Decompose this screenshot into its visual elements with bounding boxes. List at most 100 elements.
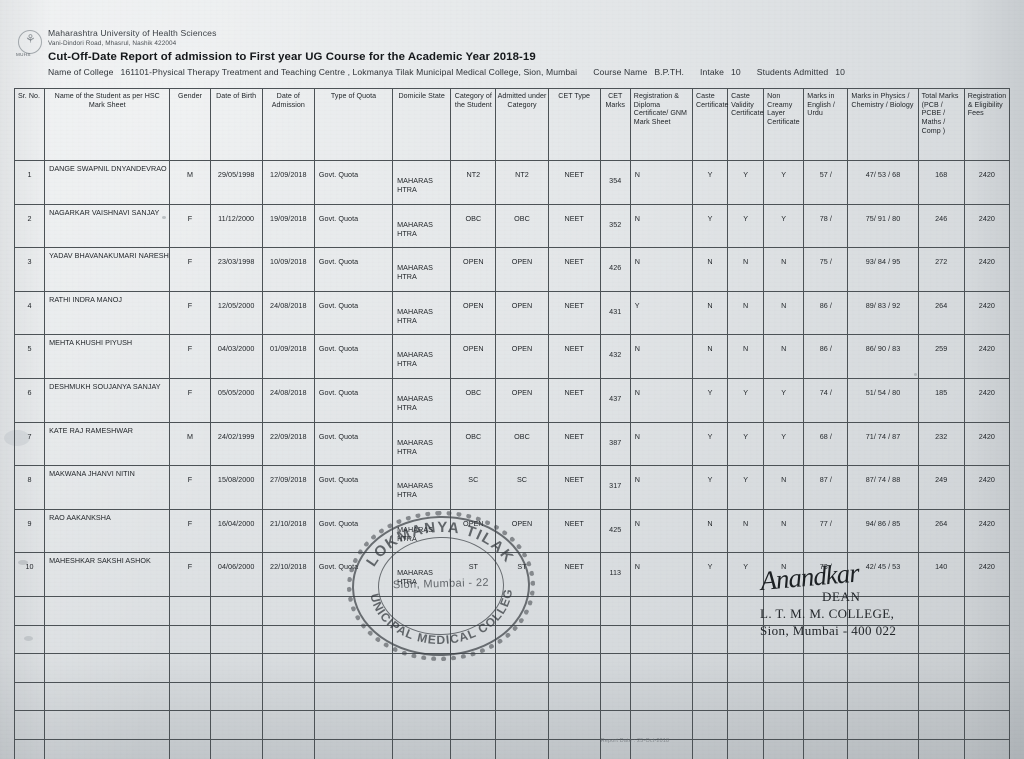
cell-empty [803, 738, 849, 759]
cell-sr-no: 8 [13, 465, 46, 510]
cell-empty [963, 653, 1011, 683]
cell-cet-type: NEET [547, 421, 601, 467]
cell-empty [629, 710, 693, 740]
cell-empty [763, 681, 805, 712]
cell-cet-type: NEET [547, 508, 601, 554]
cell-cet-type: NEET [547, 247, 601, 292]
cell-empty [599, 681, 631, 712]
cell-cet-type: NEET [547, 377, 601, 423]
cell-empty [313, 595, 394, 626]
cell-empty [803, 710, 849, 740]
cell-cet-type: NEET [547, 552, 601, 597]
cell-admitted-under-category: ST [495, 552, 549, 597]
cell-fees: 2420 [963, 334, 1011, 379]
cell-empty [495, 595, 549, 626]
cell-total-marks: 264 [917, 508, 965, 554]
cell-student-name: DANGE SWAPNIL DNYANDEVRAO [44, 160, 171, 205]
cell-gender: M [169, 160, 211, 205]
cell-total-marks: 185 [917, 377, 965, 423]
cell-empty [261, 653, 315, 683]
course-label: Course Name [593, 66, 648, 77]
cell-gender: F [169, 203, 211, 249]
cell-empty [44, 681, 171, 712]
cell-empty [803, 595, 849, 626]
cell-non-creamy-layer: N [763, 290, 805, 336]
cell-date-of-admission: 24/08/2018 [261, 377, 315, 423]
cell-empty [599, 653, 631, 683]
cell-marks-pcb: 75/ 91 / 80 [847, 203, 919, 249]
cell-caste-validity: Y [727, 421, 765, 467]
cell-empty [763, 595, 805, 626]
cell-fees: 2420 [963, 290, 1011, 336]
table-row: 9 RAO AAKANKSHA F 16/04/2000 21/10/2018 Govt.… [13, 508, 1011, 554]
cell-empty [547, 681, 601, 712]
cell-empty [763, 653, 805, 683]
cell-empty [847, 681, 919, 712]
col-domicile-state: Domicile State [392, 88, 452, 161]
cell-caste-certificate: Y [691, 203, 729, 249]
cell-empty [13, 710, 46, 740]
cell-empty [495, 681, 549, 712]
cell-domicile-state: MAHARAS HTRA [392, 465, 452, 510]
cell-caste-certificate: Y [691, 421, 729, 467]
cell-cet-marks: 113 [599, 552, 631, 597]
cell-empty [450, 653, 497, 683]
cell-date-of-birth: 29/05/1998 [209, 160, 263, 205]
cell-date-of-birth: 11/12/2000 [209, 203, 263, 249]
col-total-marks: Total Marks (PCB / PCBE / Maths / Comp ) [917, 88, 965, 161]
cell-empty [169, 595, 211, 626]
cell-category: SC [450, 465, 497, 510]
col-registration-diploma: Registration & Diploma Certificate/ GNM … [629, 88, 693, 161]
cell-caste-certificate: N [691, 247, 729, 292]
cell-registration-diploma: N [629, 203, 693, 249]
table-empty-row [13, 738, 1011, 759]
cell-empty [917, 710, 965, 740]
cell-non-creamy-layer: Y [763, 160, 805, 205]
cell-date-of-admission: 19/09/2018 [261, 203, 315, 249]
cell-empty [209, 624, 263, 655]
cell-student-name: MAHESHKAR SAKSHI ASHOK [44, 552, 171, 597]
cell-category: OPEN [450, 247, 497, 292]
cell-empty [691, 595, 729, 626]
cell-registration-diploma: N [629, 508, 693, 554]
cell-date-of-birth: 16/04/2000 [209, 508, 263, 554]
cell-empty [917, 624, 965, 655]
cell-registration-diploma: N [629, 377, 693, 423]
cell-date-of-birth: 23/03/1998 [209, 247, 263, 292]
cell-gender: F [169, 247, 211, 292]
cell-empty [450, 710, 497, 740]
cell-marks-english: 77 / [803, 508, 849, 554]
admission-table: Sr. No. Name of the Student as per HSC M… [13, 88, 1011, 759]
cell-empty [963, 710, 1011, 740]
table-empty-row [13, 681, 1011, 712]
cell-empty [261, 681, 315, 712]
cell-registration-diploma: N [629, 334, 693, 379]
cell-date-of-admission: 10/09/2018 [261, 247, 315, 292]
cell-caste-certificate: Y [691, 377, 729, 423]
cell-marks-pcb: 93/ 84 / 95 [847, 247, 919, 292]
cell-cet-marks: 387 [599, 421, 631, 467]
cell-fees: 2420 [963, 247, 1011, 292]
cell-type-of-quota: Govt. Quota [313, 334, 394, 379]
cell-empty [803, 653, 849, 683]
cell-category: OPEN [450, 508, 497, 554]
cell-non-creamy-layer: N [763, 465, 805, 510]
table-row: 7 KATE RAJ RAMESHWAR M 24/02/1999 22/09/2018… [13, 421, 1011, 467]
cell-student-name: RAO AAKANKSHA [44, 508, 171, 554]
cell-non-creamy-layer: Y [763, 203, 805, 249]
cell-empty [547, 710, 601, 740]
cell-type-of-quota: Govt. Quota [313, 508, 394, 554]
col-date-of-admission: Date of Admission [261, 88, 315, 161]
cell-marks-english: 75 / [803, 247, 849, 292]
cell-category: ST [450, 552, 497, 597]
table-body: 1 DANGE SWAPNIL DNYANDEVRAO M 29/05/1998 12/… [13, 160, 1011, 759]
cell-sr-no: 1 [13, 160, 46, 205]
cell-empty [495, 653, 549, 683]
cell-date-of-admission: 27/09/2018 [261, 465, 315, 510]
col-gender: Gender [169, 88, 211, 161]
cell-sr-no: 6 [13, 377, 46, 423]
col-sr-no: Sr. No. [13, 88, 46, 161]
cell-admitted-under-category: OPEN [495, 247, 549, 292]
col-date-of-birth: Date of Birth [209, 88, 263, 161]
cell-empty [763, 624, 805, 655]
